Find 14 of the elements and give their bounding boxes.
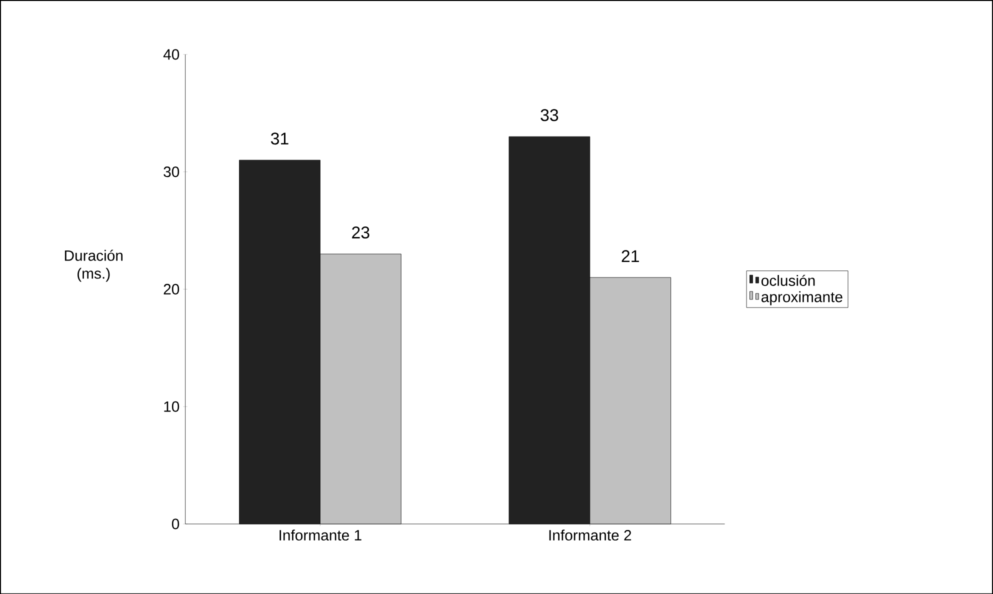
y-tick-label: 10: [164, 401, 180, 412]
y-tick-label: 40: [163, 48, 180, 60]
legend-label: aproximante: [762, 291, 842, 305]
data-label: 33: [540, 108, 558, 121]
y-tick-label: 0: [172, 518, 180, 530]
data-label: 31: [270, 132, 288, 144]
data-label: 23: [352, 226, 370, 238]
x-tick-label: Informante 1: [280, 529, 362, 540]
y-tick-label: 30: [164, 166, 180, 177]
x-tick-label: Informante 2: [549, 529, 632, 540]
legend-label: oclusión: [762, 274, 815, 286]
y-axis-title: Duración (ms.): [64, 250, 123, 282]
data-label: 21: [622, 250, 639, 262]
y-tick-label: 20: [164, 284, 180, 294]
